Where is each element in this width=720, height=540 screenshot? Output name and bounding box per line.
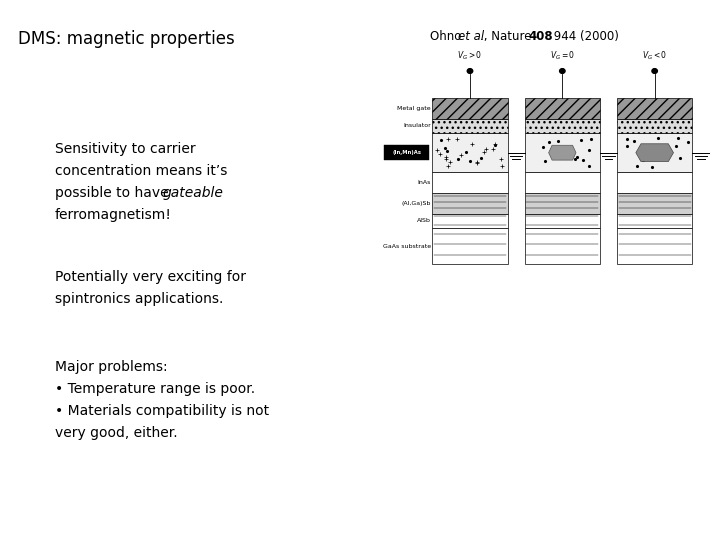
Text: DMS: magnetic properties: DMS: magnetic properties xyxy=(18,30,235,48)
Text: (Al,Ga)Sb: (Al,Ga)Sb xyxy=(401,201,431,206)
Bar xyxy=(617,193,693,213)
Bar xyxy=(525,172,600,193)
Bar xyxy=(525,228,600,264)
Text: Insulator: Insulator xyxy=(403,124,431,129)
Text: $V_G < 0$: $V_G < 0$ xyxy=(642,50,667,62)
Circle shape xyxy=(652,69,657,73)
Polygon shape xyxy=(636,144,673,161)
Bar xyxy=(525,118,600,133)
Polygon shape xyxy=(549,145,576,160)
Text: 408: 408 xyxy=(528,30,553,43)
Text: GaAs substrate: GaAs substrate xyxy=(382,244,431,249)
Text: Sensitivity to carrier: Sensitivity to carrier xyxy=(55,142,196,156)
Text: • Materials compatibility is not: • Materials compatibility is not xyxy=(55,404,269,418)
Bar xyxy=(617,213,693,228)
Text: Ohno: Ohno xyxy=(430,30,465,43)
Bar xyxy=(432,193,508,213)
Text: (In,Mn)As: (In,Mn)As xyxy=(392,150,421,155)
Text: very good, either.: very good, either. xyxy=(55,426,178,440)
Circle shape xyxy=(467,69,473,73)
Text: $V_G = 0$: $V_G = 0$ xyxy=(549,50,575,62)
Text: InAs: InAs xyxy=(418,180,431,185)
Text: $V_G > 0$: $V_G > 0$ xyxy=(457,50,482,62)
Text: Metal gate: Metal gate xyxy=(397,106,431,111)
Bar xyxy=(617,228,693,264)
Bar xyxy=(617,118,693,133)
Bar xyxy=(432,133,508,172)
Text: concentration means it’s: concentration means it’s xyxy=(55,164,228,178)
Bar xyxy=(525,213,600,228)
Text: Potentially very exciting for: Potentially very exciting for xyxy=(55,270,246,284)
Bar xyxy=(525,133,600,172)
Text: et al: et al xyxy=(458,30,484,43)
Bar xyxy=(432,228,508,264)
Circle shape xyxy=(559,69,565,73)
Text: Major problems:: Major problems: xyxy=(55,360,168,374)
Text: AlSb: AlSb xyxy=(417,219,431,224)
Bar xyxy=(525,98,600,118)
Bar xyxy=(525,193,600,213)
Text: 944 (2000): 944 (2000) xyxy=(550,30,619,43)
Text: possible to have: possible to have xyxy=(55,186,173,200)
Text: spintronics applications.: spintronics applications. xyxy=(55,292,223,306)
Text: ferromagnetism!: ferromagnetism! xyxy=(55,208,172,222)
Text: gateable: gateable xyxy=(163,186,224,200)
Bar xyxy=(432,172,508,193)
Bar xyxy=(617,133,693,172)
Text: ., Nature: ., Nature xyxy=(480,30,535,43)
Bar xyxy=(617,98,693,118)
Bar xyxy=(432,213,508,228)
Bar xyxy=(617,172,693,193)
Bar xyxy=(432,98,508,118)
Bar xyxy=(384,145,429,160)
Bar xyxy=(432,118,508,133)
Text: • Temperature range is poor.: • Temperature range is poor. xyxy=(55,382,255,396)
